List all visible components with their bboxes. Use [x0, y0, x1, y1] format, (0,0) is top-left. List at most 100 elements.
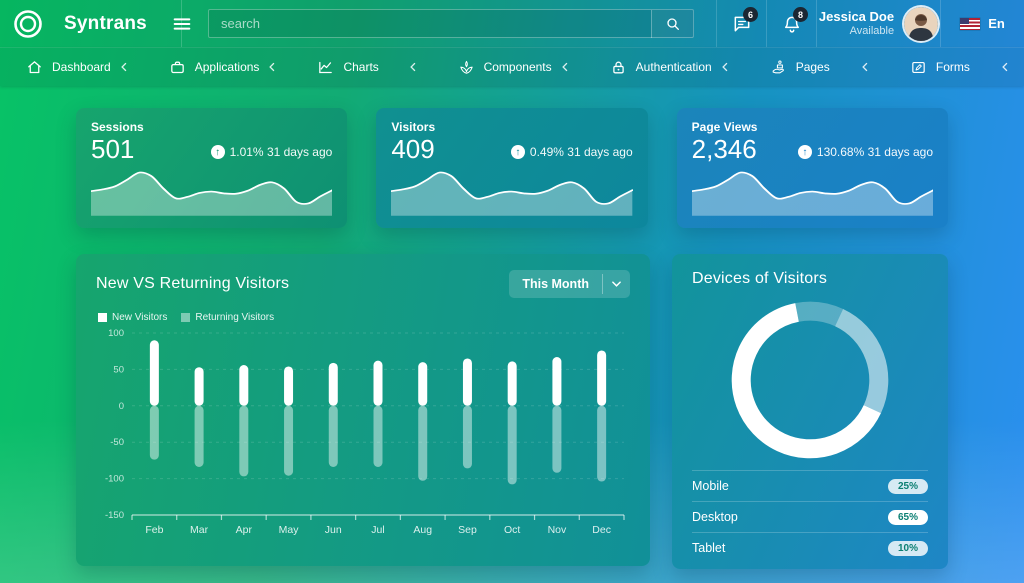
- nav-item-authentication[interactable]: Authentication: [584, 48, 744, 86]
- chevron-left-icon: [721, 62, 728, 72]
- form-pencil-icon: [910, 59, 927, 76]
- chevron-left-icon: [268, 62, 275, 72]
- chevron-left-icon: [561, 62, 568, 72]
- nav-item-components[interactable]: Components: [432, 48, 584, 86]
- svg-text:0: 0: [119, 401, 124, 412]
- legend-item-returning: Returning Visitors: [181, 312, 274, 323]
- stat-delta-text: 0.49% 31 days ago: [529, 145, 633, 160]
- sparkline-svg: [691, 171, 933, 216]
- arrow-up-circle-icon: ↑: [797, 145, 812, 160]
- user-menu[interactable]: Jessica Doe Available: [816, 0, 940, 47]
- arrow-up-circle-icon: ↑: [210, 145, 225, 160]
- bell-icon: [782, 14, 802, 34]
- donut-chart-svg: [731, 301, 889, 459]
- device-row-desktop[interactable]: Desktop 65%: [692, 501, 928, 532]
- nav-item-applications[interactable]: Applications: [143, 48, 292, 86]
- messages-button[interactable]: 6: [716, 0, 766, 47]
- stat-delta: ↑ 130.68% 31 days ago: [797, 145, 933, 160]
- stat-top: Page Views 2,346 ↑ 130.68% 31 days ago: [692, 120, 933, 163]
- device-percent-badge: 65%: [887, 509, 928, 525]
- device-row-tablet[interactable]: Tablet 10%: [692, 532, 928, 563]
- stat-delta-text: 1.01% 31 days ago: [229, 145, 333, 160]
- nav-label: Pages: [795, 60, 830, 74]
- svg-text:Aug: Aug: [413, 524, 432, 536]
- lock-icon: [610, 59, 627, 76]
- stat-title: Page Views: [691, 120, 758, 134]
- stat-title: Visitors: [391, 120, 436, 134]
- legend-item-new: New Visitors: [98, 312, 167, 323]
- syntrans-logo-icon: [12, 8, 44, 40]
- messages-badge: 6: [743, 7, 758, 22]
- briefcase-icon: [169, 59, 186, 76]
- stat-card-visitors[interactable]: Visitors 409 ↑ 0.49% 31 days ago: [376, 108, 648, 228]
- nav-item-dashboard[interactable]: Dashboard: [0, 48, 143, 86]
- legend-swatch-new: [98, 313, 107, 322]
- svg-text:-100: -100: [105, 474, 124, 485]
- svg-text:Oct: Oct: [504, 524, 520, 536]
- language-selector[interactable]: En: [940, 0, 1024, 47]
- us-flag-icon: [960, 17, 981, 30]
- search-icon: [665, 16, 681, 32]
- svg-text:Apr: Apr: [236, 524, 253, 536]
- topbar-spacer: [694, 0, 716, 47]
- range-dropdown-button[interactable]: This Month: [509, 270, 630, 298]
- nav-item-forms[interactable]: Forms: [884, 48, 1024, 86]
- stat-title: Sessions: [91, 120, 144, 134]
- svg-text:Jul: Jul: [371, 524, 384, 536]
- nav-item-pages[interactable]: Pages: [744, 48, 884, 86]
- nav-label: Authentication: [635, 60, 712, 74]
- stat-value: 409: [391, 134, 435, 164]
- search-input[interactable]: [209, 9, 651, 38]
- device-label: Desktop: [692, 510, 738, 524]
- legend-label: Returning Visitors: [195, 312, 275, 323]
- menu-toggle-button[interactable]: [167, 9, 197, 39]
- arrow-up-circle-icon: ↑: [510, 145, 525, 160]
- svg-text:Dec: Dec: [592, 524, 611, 536]
- devices-title: Devices of Visitors: [692, 270, 828, 287]
- device-label: Mobile: [692, 479, 729, 493]
- stat-top: Sessions 501 ↑ 1.01% 31 days ago: [91, 120, 332, 163]
- notifications-button[interactable]: 8: [766, 0, 816, 47]
- search-group: [208, 9, 694, 38]
- stat-card-sessions[interactable]: Sessions 501 ↑ 1.01% 31 days ago: [76, 108, 348, 228]
- device-percent-badge: 10%: [887, 540, 928, 556]
- svg-text:Feb: Feb: [145, 524, 163, 536]
- device-row-mobile[interactable]: Mobile 25%: [692, 470, 928, 501]
- nav-label: Applications: [194, 60, 260, 74]
- avatar: [904, 6, 939, 41]
- bottom-row: New VS Returning Visitors This Month New…: [76, 254, 948, 569]
- chevron-left-icon: [409, 62, 416, 72]
- svg-text:-150: -150: [105, 510, 124, 521]
- notifications-badge: 8: [793, 7, 808, 22]
- stats-row: Sessions 501 ↑ 1.01% 31 days ago Visitor…: [76, 108, 948, 228]
- stat-delta: ↑ 1.01% 31 days ago: [210, 145, 333, 160]
- hand-page-icon: [770, 59, 787, 76]
- brand-name: Syntrans: [64, 12, 147, 34]
- donut-segment-tablet: [731, 301, 889, 459]
- chart-legend: New Visitors Returning Visitors: [98, 312, 630, 323]
- spa-flower-icon: [458, 59, 475, 76]
- nav-item-charts[interactable]: Charts: [291, 48, 431, 86]
- main-content: Sessions 501 ↑ 1.01% 31 days ago Visitor…: [0, 108, 1024, 569]
- chevron-left-icon: [120, 62, 127, 72]
- svg-text:Sep: Sep: [458, 524, 477, 536]
- donut-segment-desktop: [731, 301, 889, 459]
- line-chart-icon: [317, 59, 334, 76]
- stat-top: Visitors 409 ↑ 0.49% 31 days ago: [391, 120, 632, 163]
- search-button[interactable]: [651, 9, 693, 38]
- chevron-left-icon: [1001, 62, 1008, 72]
- devices-card: Devices of Visitors Mobile 25% Desktop 6…: [672, 254, 948, 569]
- topbar: Syntrans 6 8 Jessica Doe Available: [0, 0, 1024, 48]
- nav-label: Components: [483, 60, 552, 74]
- bar-chart-svg: 100 50 0 -50 -100 -150 Feb Mar Apr May Jun Jul Aug Se…: [105, 328, 625, 536]
- user-text: Jessica Doe Available: [819, 9, 894, 39]
- visitors-chart-card: New VS Returning Visitors This Month New…: [76, 254, 650, 566]
- stat-value: 501: [91, 134, 135, 164]
- legend-swatch-returning: [181, 313, 191, 322]
- brand-block: Syntrans: [0, 0, 191, 47]
- svg-text:100: 100: [108, 328, 124, 339]
- stat-delta-text: 130.68% 31 days ago: [816, 145, 933, 160]
- chart-head: New VS Returning Visitors This Month: [96, 270, 630, 298]
- stat-card-page-views[interactable]: Page Views 2,346 ↑ 130.68% 31 days ago: [676, 108, 948, 228]
- legend-label: New Visitors: [112, 312, 168, 323]
